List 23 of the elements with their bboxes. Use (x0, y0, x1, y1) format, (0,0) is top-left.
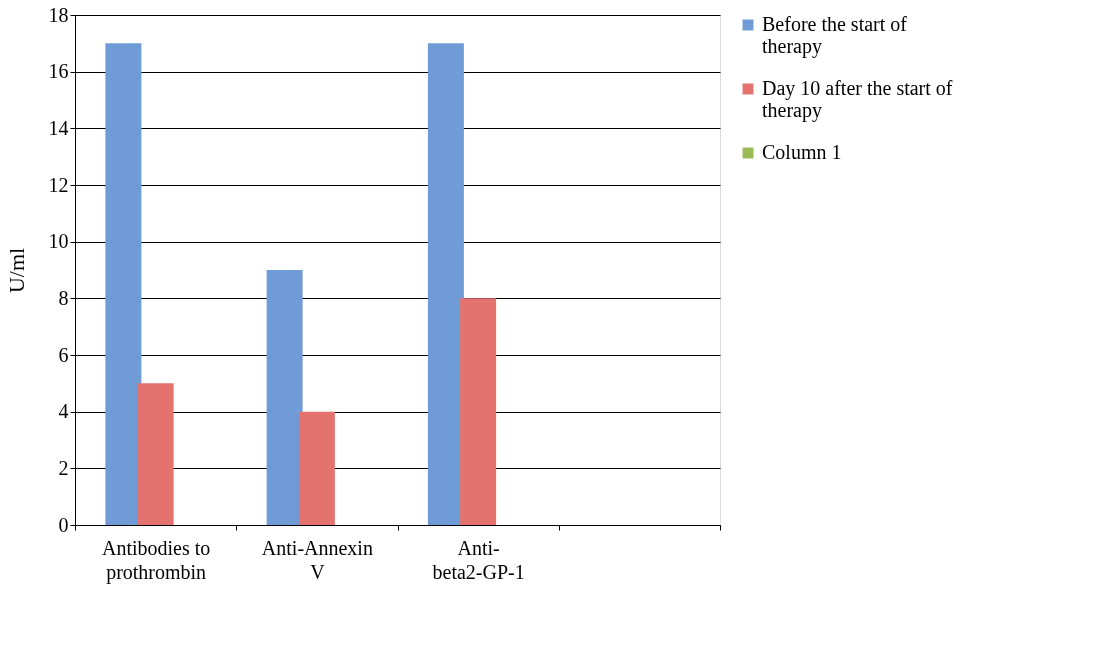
y-tick-label: 0 (58, 513, 69, 536)
bar (427, 43, 464, 525)
legend-label: Before the start of therapy (762, 13, 908, 58)
bar (460, 298, 497, 525)
x-tick-label: Anti-beta2-GP-1 (432, 536, 525, 583)
y-tick-label: 18 (48, 3, 69, 26)
y-tick-label: 8 (58, 286, 69, 309)
y-tick-label: 10 (48, 230, 69, 253)
y-tick-label: 16 (48, 60, 69, 83)
y-tick-label: 2 (58, 456, 69, 479)
y-tick-label: 12 (48, 173, 69, 196)
legend-label: Day 10 after the start of therapy (762, 77, 953, 122)
bar (266, 270, 303, 525)
bar (137, 383, 174, 525)
legend-label: Column 1 (762, 141, 842, 163)
bar (105, 43, 142, 525)
bar (298, 411, 335, 525)
y-tick-label: 4 (58, 400, 69, 423)
x-tick-label: Anti-Annexin V (261, 536, 373, 583)
x-tick-label: Antibodies to prothrombin (101, 536, 211, 584)
y-tick-label: 14 (48, 116, 69, 139)
y-axis-title: U/ml (3, 247, 29, 294)
y-tick-label: 6 (58, 343, 69, 366)
